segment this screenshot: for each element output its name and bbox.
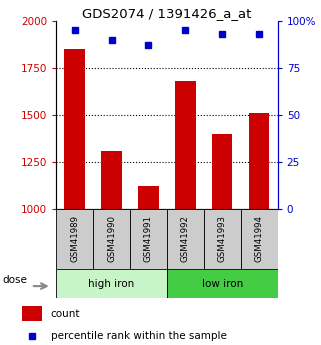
Bar: [101, 151, 122, 209]
Bar: [56, 269, 167, 298]
Text: GSM41991: GSM41991: [144, 215, 153, 263]
Bar: [22, 306, 42, 321]
Text: dose: dose: [3, 275, 28, 285]
Bar: [167, 209, 204, 269]
Title: GDS2074 / 1391426_a_at: GDS2074 / 1391426_a_at: [82, 7, 252, 20]
Text: GSM41990: GSM41990: [107, 215, 116, 263]
Text: percentile rank within the sample: percentile rank within the sample: [51, 331, 227, 341]
Text: count: count: [51, 309, 80, 319]
Bar: [241, 209, 278, 269]
Text: GSM41992: GSM41992: [181, 215, 190, 263]
Bar: [56, 209, 93, 269]
Text: low iron: low iron: [202, 279, 243, 289]
Bar: [175, 81, 195, 209]
Text: high iron: high iron: [88, 279, 135, 289]
Bar: [138, 186, 159, 209]
Bar: [167, 269, 278, 298]
Bar: [204, 209, 241, 269]
Text: GSM41993: GSM41993: [218, 215, 227, 263]
Bar: [93, 209, 130, 269]
Text: GSM41989: GSM41989: [70, 215, 79, 263]
Bar: [130, 209, 167, 269]
Bar: [249, 113, 269, 209]
Bar: [65, 49, 85, 209]
Text: GSM41994: GSM41994: [255, 215, 264, 263]
Bar: [212, 135, 232, 209]
